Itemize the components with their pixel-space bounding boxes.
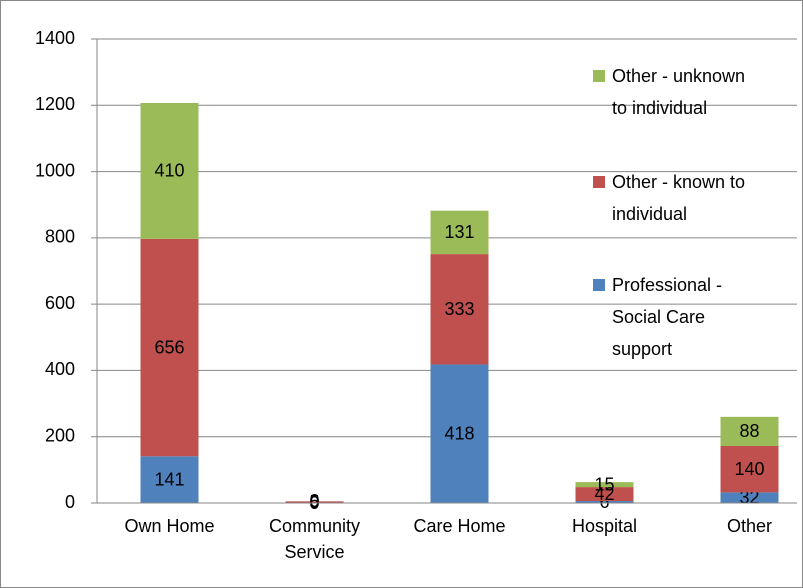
- x-tick-label: Own Home: [124, 516, 215, 536]
- y-tick-label: 600: [45, 293, 75, 313]
- bar-segment: [720, 492, 779, 503]
- legend-label: Other - known to individual: [612, 172, 746, 224]
- bar-segment: [575, 482, 634, 488]
- data-label: 140: [734, 459, 764, 479]
- bar-segment: [720, 445, 779, 493]
- legend-label: Professional - Social Care support: [612, 275, 723, 359]
- data-label: 32: [739, 487, 759, 507]
- data-label: 5: [309, 492, 319, 512]
- bar-segment: [720, 416, 779, 446]
- data-label: 333: [444, 299, 474, 319]
- bar-segment: [140, 102, 199, 239]
- bar-segment: [285, 501, 344, 503]
- data-label: 418: [444, 423, 474, 443]
- y-tick-label: 1400: [35, 28, 75, 48]
- data-label: 88: [739, 421, 759, 441]
- legend-item: Other - known to individual: [593, 166, 783, 230]
- legend-item: Professional - Social Care support: [593, 269, 783, 365]
- bar-segment: [575, 487, 634, 502]
- data-label: 131: [444, 222, 474, 242]
- data-label: 6: [599, 492, 609, 512]
- x-tick-label: Hospital: [571, 516, 638, 536]
- data-label: 15: [594, 474, 614, 494]
- y-tick-label: 0: [65, 492, 75, 512]
- legend-swatch: [593, 279, 605, 291]
- bar-segment: [140, 456, 199, 503]
- bar-segment: [575, 501, 634, 503]
- legend-swatch: [593, 176, 605, 188]
- bar-segment: [140, 238, 199, 457]
- bar-segment: [430, 364, 489, 503]
- y-tick-label: 1200: [35, 94, 75, 114]
- y-tick-label: 800: [45, 227, 75, 247]
- data-label: 0: [309, 491, 319, 511]
- y-tick-label: 200: [45, 425, 75, 445]
- legend-label: Other - unknown to individual: [612, 66, 746, 118]
- bar-segment: [430, 254, 489, 365]
- legend-item: Other - unknown to individual: [593, 60, 783, 124]
- legend-swatch: [593, 70, 605, 82]
- x-tick-label: Other: [726, 516, 773, 536]
- x-tick-label: Care Home: [413, 516, 506, 536]
- data-label: 141: [154, 469, 184, 489]
- data-label: 656: [154, 337, 184, 357]
- y-tick-label: 400: [45, 359, 75, 379]
- data-label: 42: [594, 484, 614, 504]
- y-tick-label: 1000: [35, 160, 75, 180]
- data-label: 410: [154, 161, 184, 181]
- bar-segment: [430, 210, 489, 255]
- x-tick-label: Community Service: [268, 516, 361, 562]
